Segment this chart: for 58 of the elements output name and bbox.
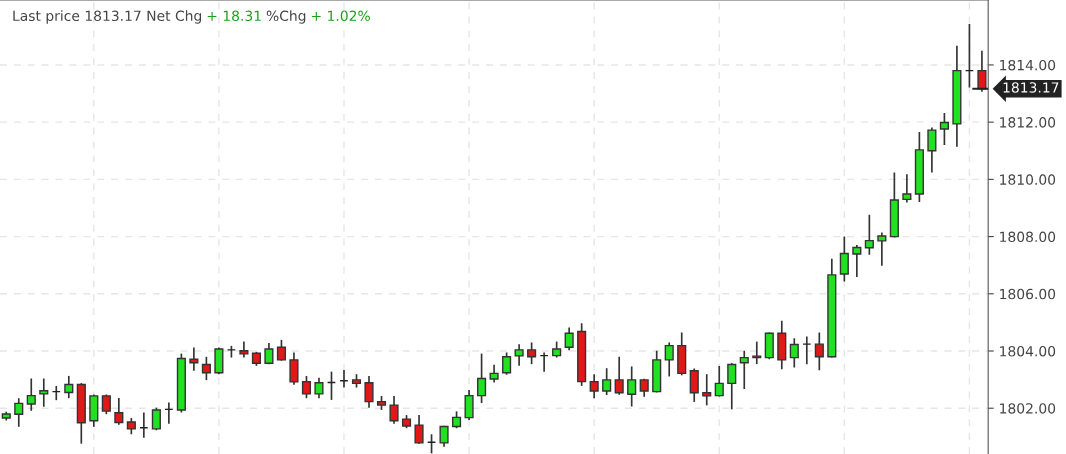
candlestick [877, 232, 887, 266]
annotation: + 18.31 [207, 10, 261, 22]
candlestick [739, 350, 749, 390]
candlestick [714, 365, 724, 397]
candlestick [502, 352, 512, 375]
candlestick [151, 407, 161, 431]
candlestick [289, 352, 299, 385]
candlestick [627, 366, 637, 407]
candlestick [439, 425, 449, 447]
candlestick [477, 353, 487, 404]
candlestick [702, 374, 712, 406]
candlestick [927, 127, 937, 173]
candlestick [864, 214, 874, 255]
y-tick-label: 1806.00 [1000, 288, 1056, 300]
candlestick [589, 374, 599, 399]
y-tick-label: 1812.00 [1000, 117, 1056, 128]
candlestick [264, 343, 274, 365]
candlestick [26, 378, 36, 411]
annotation: Last price 1813.17 Net Chg [13, 10, 202, 24]
y-tick-label: 1814.00 [1000, 59, 1056, 71]
candlestick [64, 375, 74, 399]
candlestick [239, 341, 249, 358]
candlestick [414, 415, 424, 444]
candlestick [977, 50, 987, 92]
candlestick [939, 113, 949, 146]
y-tick-label: 1808.00 [1000, 231, 1056, 243]
candlestick [902, 174, 912, 203]
y-tick-label: 1810.00 [1000, 174, 1056, 185]
candlestick [752, 341, 762, 365]
candlestick [564, 327, 574, 351]
candlestick [464, 389, 474, 420]
candlestick [789, 338, 799, 368]
candlestick [14, 398, 24, 427]
candlestick [852, 244, 862, 277]
candlestick [689, 368, 699, 402]
candlestick [389, 395, 399, 424]
candlestick [39, 378, 49, 407]
candlestick [839, 236, 849, 282]
ref-line-label: 1813.17 [1003, 82, 1059, 93]
candlestick [514, 344, 524, 366]
candlestick [602, 368, 612, 396]
annotation: %Chg [266, 10, 306, 24]
y-tick-label: 1804.00 [1000, 345, 1056, 357]
annotation: + 1.02% [311, 10, 370, 22]
candlestick [614, 356, 624, 395]
candlestick [664, 342, 674, 377]
candlestick [101, 394, 111, 415]
candlestick [214, 347, 224, 375]
candlestick [276, 339, 287, 361]
candlestick [314, 377, 324, 399]
candlestick [727, 363, 737, 410]
candlestick [114, 397, 124, 425]
candlestick [814, 332, 824, 371]
y-tick-label: 1802.00 [1000, 403, 1056, 414]
candlestick [364, 375, 374, 408]
candlestick [301, 375, 312, 399]
candlestick [527, 342, 537, 365]
candlestick [201, 356, 211, 381]
